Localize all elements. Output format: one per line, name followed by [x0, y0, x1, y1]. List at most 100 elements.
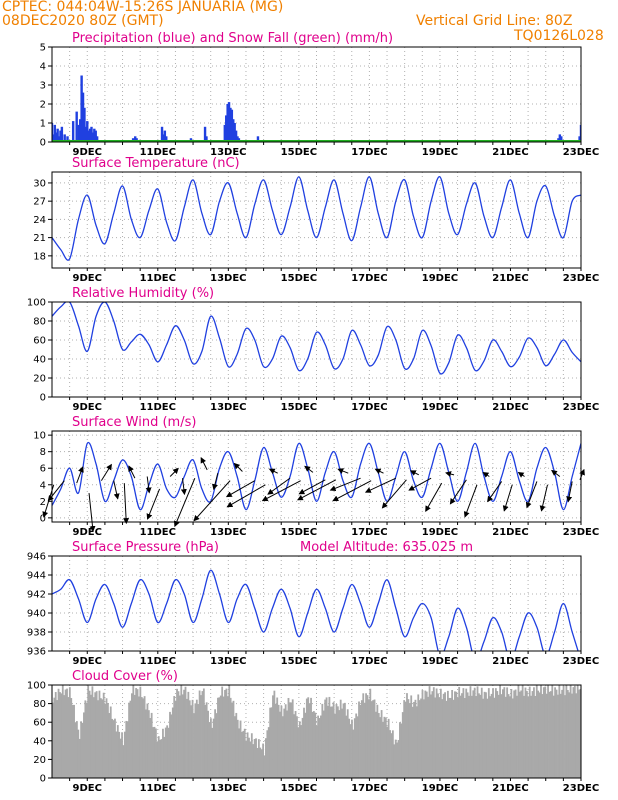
cloud-bar: [314, 712, 317, 778]
cloud-bar: [336, 706, 339, 778]
wind-vector-arrow: [225, 480, 256, 498]
cloud-bar: [186, 698, 188, 778]
cloud-bar: [362, 693, 365, 778]
cloud-bar: [205, 702, 208, 778]
cloud-bar: [130, 693, 133, 778]
cloud-bar: [231, 702, 233, 778]
cloud-bar: [97, 700, 99, 778]
cloud-bar: [425, 691, 428, 778]
cloud-bar: [84, 700, 87, 778]
cloud-bar: [198, 690, 201, 778]
cloud-bar: [427, 696, 430, 778]
cloud-bar: [384, 717, 387, 778]
y-tick-label: 936: [27, 647, 46, 658]
cloud-bar: [105, 698, 108, 778]
x-tick-label: 23DEC: [563, 147, 599, 158]
cloud-bar: [452, 699, 455, 778]
cloud-bar: [578, 689, 580, 778]
cloud-bar: [531, 691, 534, 778]
cloud-bar: [327, 705, 329, 778]
x-tick-label: 9DEC: [73, 273, 102, 284]
cloud-bar: [472, 690, 475, 778]
x-tick-label: 9DEC: [73, 147, 102, 158]
cloud-bar: [533, 687, 535, 778]
cloud-bar: [80, 721, 83, 778]
product-code: TQ0126L028: [514, 28, 604, 44]
precip-bar: [160, 126, 164, 142]
cloud-bar: [344, 702, 346, 778]
cloud-bar: [107, 703, 109, 778]
x-tick-label: 11DEC: [140, 783, 176, 794]
precip-bar: [95, 136, 99, 142]
cloud-bar: [517, 685, 520, 778]
y-tick-label: 938: [27, 628, 46, 639]
cloud-bar: [274, 703, 277, 778]
cloud-bar: [116, 725, 119, 778]
x-tick-label: 15DEC: [281, 273, 317, 284]
cloud-bar: [53, 697, 56, 778]
cloud-bar: [256, 748, 259, 778]
precip-bar: [134, 136, 137, 142]
cloud-bar: [59, 692, 61, 778]
cloud-bar: [156, 741, 159, 778]
wind-vector-arrow: [551, 469, 561, 477]
y-tick-label: 100: [27, 681, 46, 692]
y-tick-label: 24: [33, 215, 46, 226]
cloud-bar: [335, 703, 338, 778]
cloud-bar: [125, 720, 128, 778]
cloud-bar: [444, 692, 446, 778]
cloud-bar: [399, 722, 401, 778]
x-tick-label: 9DEC: [73, 402, 102, 413]
cloud-bar: [506, 687, 509, 778]
cloud-bar: [109, 706, 112, 778]
cloud-bar: [345, 715, 348, 778]
cloud-bar: [174, 700, 177, 778]
cloud-bar: [248, 737, 250, 778]
temperature-data: [52, 176, 581, 261]
cloud-bar: [83, 712, 85, 778]
wind-vector-arrow: [145, 476, 152, 494]
cloud-bar: [219, 695, 222, 778]
y-tick-label: 940: [27, 609, 46, 620]
precip-panel: Precipitation (blue) and Snow Fall (gree…: [40, 31, 600, 158]
x-tick-label: 13DEC: [210, 656, 246, 667]
y-tick-label: 40: [33, 355, 46, 366]
wind-vector-arrow: [88, 492, 96, 533]
cloud-bar: [207, 710, 209, 778]
cloud-bar: [170, 714, 173, 778]
cloud-bar: [102, 692, 105, 778]
x-tick-label: 15DEC: [281, 656, 317, 667]
cloud-bar: [262, 743, 264, 778]
precip-bar: [83, 107, 86, 142]
cloud-bar: [576, 685, 579, 778]
cloud-bar: [209, 718, 212, 778]
cloud-bar: [499, 685, 501, 778]
cloud-bar: [423, 699, 425, 778]
cloud-bar: [486, 698, 489, 778]
cloud-bar: [297, 727, 300, 778]
cloud-bar: [496, 691, 499, 778]
precip-bar: [57, 136, 61, 142]
x-tick-label: 11DEC: [140, 527, 176, 538]
y-tick-label: 20: [33, 755, 46, 766]
cloud-bar: [312, 711, 315, 778]
x-tick-label: 21DEC: [492, 273, 528, 284]
x-tick-label: 23DEC: [563, 527, 599, 538]
wind-vector-arrow: [409, 470, 419, 476]
cloud-bar: [465, 688, 468, 778]
y-tick-label: 0: [40, 513, 46, 524]
precip-bar: [81, 92, 85, 142]
wind-vector-arrow: [517, 471, 525, 478]
cloud-bar: [191, 699, 194, 778]
cloud-bar: [561, 689, 564, 778]
x-tick-label: 17DEC: [351, 147, 387, 158]
precip-bar: [53, 124, 57, 142]
wind-vector-arrow: [267, 477, 291, 495]
y-tick-label: 27: [33, 197, 46, 208]
cloud-bar: [542, 687, 545, 778]
precip-bar: [75, 111, 78, 142]
cloud-bar: [259, 747, 262, 778]
cloud-bar: [270, 707, 273, 778]
cloud-bar: [280, 705, 283, 778]
